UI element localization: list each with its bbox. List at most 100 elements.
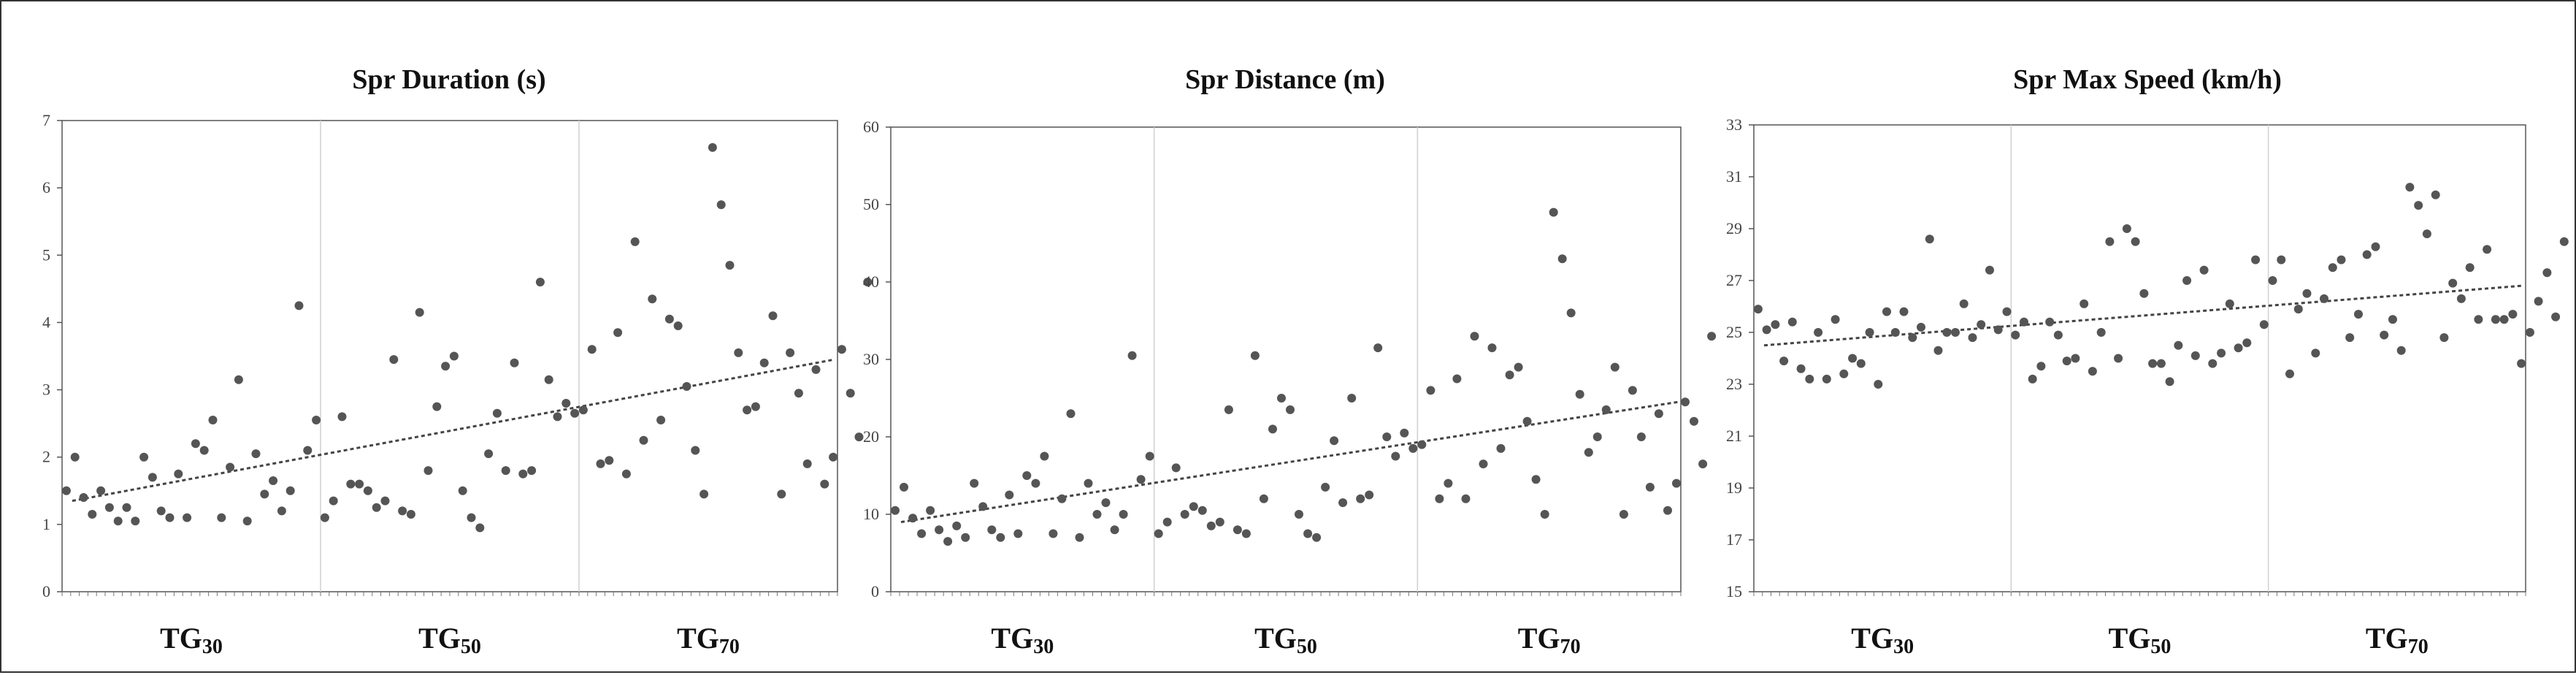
data-point [2354, 310, 2363, 319]
data-point [1461, 494, 1471, 503]
data-point [2328, 263, 2337, 272]
data-point [1690, 416, 1698, 426]
y-tick-label: 29 [1726, 219, 1742, 237]
data-point [1977, 320, 1986, 329]
group-label-subscript: 50 [461, 636, 481, 658]
data-point [147, 473, 157, 482]
data-point [174, 469, 183, 478]
data-point [1347, 394, 1357, 403]
data-point [1092, 510, 1102, 519]
data-point [926, 506, 935, 515]
data-point [2517, 359, 2526, 368]
data-point [1066, 409, 1076, 419]
data-point [673, 321, 683, 330]
panel-max-speed: Spr Max Speed (km/h) 15 17 19 21 23 25 27 29 31 3… [1726, 64, 2569, 658]
data-point [1531, 475, 1541, 484]
data-point [1968, 333, 1977, 343]
data-point [1951, 328, 1960, 337]
data-point [1373, 343, 1383, 353]
data-point [1233, 525, 1242, 535]
data-point [1890, 328, 1900, 337]
data-point [2062, 356, 2071, 366]
group-label-prefix: TG [2109, 622, 2151, 655]
data-point [329, 496, 338, 506]
data-point [2174, 340, 2183, 350]
y-tick-label: 33 [1726, 115, 1742, 134]
data-point [2293, 305, 2303, 314]
data-point [139, 452, 149, 462]
data-point [811, 365, 821, 374]
data-point [2345, 333, 2355, 343]
data-point [587, 345, 597, 354]
data-point [2362, 250, 2372, 259]
data-point [2474, 315, 2483, 324]
data-point [1005, 490, 1014, 500]
data-point [1180, 510, 1189, 519]
data-point [1084, 478, 1093, 488]
data-point [751, 402, 760, 411]
data-point [1628, 386, 1637, 395]
data-point [79, 493, 88, 502]
data-point [294, 301, 304, 310]
data-point [199, 446, 209, 455]
data-point [2525, 328, 2534, 337]
data-point [596, 459, 605, 468]
data-point [1899, 307, 1909, 316]
data-point [561, 399, 571, 408]
data-point [2337, 255, 2346, 264]
group-label: TG50 [2109, 622, 2171, 658]
data-point [2559, 237, 2569, 246]
data-point [1865, 328, 1874, 337]
data-point [978, 502, 988, 511]
data-point [372, 503, 381, 512]
data-point [535, 278, 545, 287]
data-point [2320, 294, 2328, 303]
data-point [1882, 307, 1891, 316]
data-point [1839, 369, 1849, 378]
data-point [104, 503, 114, 512]
data-point [285, 486, 295, 495]
data-point [1040, 451, 1049, 461]
data-point [1993, 325, 2003, 335]
data-point [2242, 338, 2252, 348]
data-point [191, 439, 200, 449]
y-tick-label: 3 [42, 381, 50, 399]
data-point [1075, 533, 1084, 542]
data-point [406, 510, 415, 519]
y-tick-label: 0 [42, 582, 50, 600]
data-point [1479, 459, 1488, 469]
data-point [226, 462, 235, 472]
data-point [952, 521, 962, 530]
data-point [380, 496, 390, 506]
data-point [846, 389, 855, 398]
data-point [1557, 254, 1567, 264]
data-point [2053, 330, 2063, 340]
data-point [2045, 317, 2055, 327]
trend-line [1763, 284, 2523, 347]
data-point [70, 452, 80, 462]
data-point [2131, 237, 2140, 246]
trend-line [72, 358, 835, 503]
chart-title: Spr Max Speed (km/h) [2013, 64, 2282, 95]
group-label-prefix: TG [677, 622, 719, 655]
trend-line [900, 400, 1679, 524]
plot-area [1753, 124, 2526, 592]
data-point [320, 513, 329, 522]
data-point [970, 478, 979, 488]
data-point [2199, 265, 2209, 275]
data-point [1197, 506, 1207, 515]
y-tick-label: 7 [42, 111, 50, 129]
group-label-subscript: 70 [719, 636, 740, 658]
data-point [2422, 229, 2431, 239]
group-label: TG30 [160, 622, 223, 658]
group-label-subscript: 30 [1033, 636, 1054, 658]
group-label: TG30 [991, 622, 1054, 658]
group-label-subscript: 50 [1297, 636, 1317, 658]
data-point [691, 446, 700, 455]
data-point [1707, 332, 1717, 341]
data-point [1771, 320, 1780, 329]
data-point [1162, 517, 1172, 527]
data-point [987, 525, 997, 535]
data-point [1522, 416, 1532, 426]
